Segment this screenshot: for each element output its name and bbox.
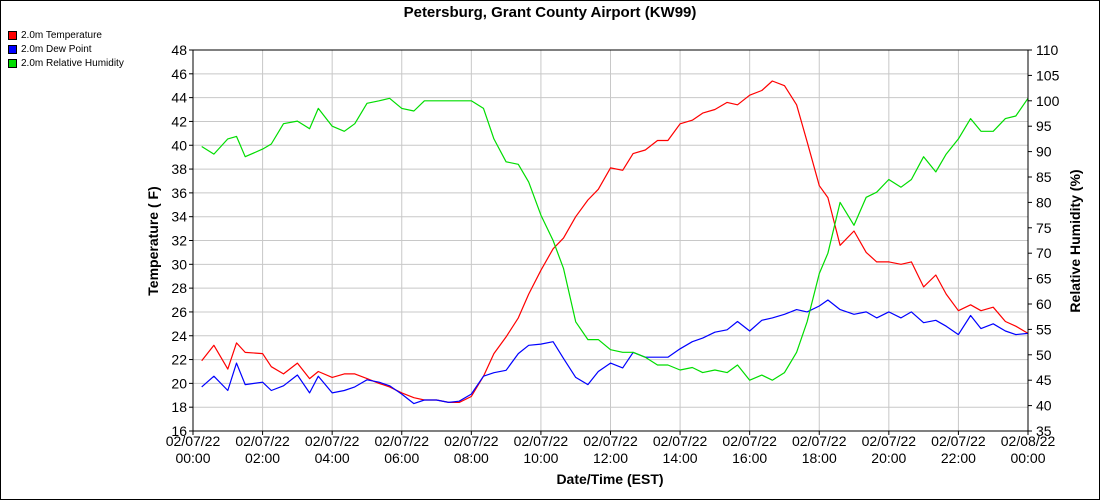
legend-label-temperature: 2.0m Temperature [21, 29, 102, 41]
x-tick-time: 06:00 [384, 450, 419, 466]
x-tick-date: 02/07/22 [305, 433, 360, 449]
x-tick-date: 02/07/22 [444, 433, 499, 449]
left-tick-label: 34 [171, 209, 187, 225]
x-tick-date: 02/07/22 [166, 433, 221, 449]
right-tick-label: 45 [1036, 372, 1052, 388]
right-tick-label: 80 [1036, 194, 1052, 210]
right-axis: 35 40 45 50 55 60 65 70 75 80 85 90 95 100 105 110 [1028, 42, 1060, 439]
left-tick-label: 38 [171, 161, 187, 177]
right-tick-label: 70 [1036, 245, 1052, 261]
x-tick-time: 00:00 [175, 450, 210, 466]
x-tick-time: 14:00 [663, 450, 698, 466]
x-axis: 02/07/2200:0002/07/2202:0002/07/2204:000… [166, 431, 1056, 466]
right-tick-label: 95 [1036, 118, 1052, 134]
left-tick-label: 18 [171, 399, 187, 415]
x-tick-date: 02/07/22 [514, 433, 569, 449]
legend-swatch-relative-humidity [8, 58, 17, 68]
legend-item-dew-point: 2.0m Dew Point [8, 42, 124, 56]
right-tick-label: 90 [1036, 144, 1052, 160]
chart-title: Petersburg, Grant County Airport (KW99) [403, 4, 697, 21]
right-tick-label: 75 [1036, 220, 1052, 236]
series-lines [201, 80, 1029, 405]
x-tick-time: 22:00 [941, 450, 976, 466]
right-tick-label: 110 [1036, 42, 1059, 58]
y-axis-title-right: Relative Humidity (%) [1067, 169, 1083, 312]
left-tick-label: 48 [171, 42, 187, 58]
left-tick-label: 44 [171, 90, 187, 106]
left-tick-label: 36 [171, 185, 187, 201]
x-tick-time: 00:00 [1010, 450, 1045, 466]
left-tick-label: 30 [171, 256, 187, 272]
left-tick-label: 20 [171, 375, 187, 391]
left-tick-label: 24 [171, 328, 187, 344]
x-tick-date: 02/07/22 [931, 433, 986, 449]
x-axis-title: Date/Time (EST) [556, 471, 663, 487]
left-tick-label: 42 [171, 113, 187, 129]
x-tick-date: 02/07/22 [862, 433, 917, 449]
right-tick-label: 85 [1036, 169, 1052, 185]
x-tick-time: 20:00 [871, 450, 906, 466]
right-tick-label: 105 [1036, 67, 1060, 83]
x-tick-time: 18:00 [802, 450, 837, 466]
y-axis-title-left: Temperature ( F) [145, 186, 161, 295]
series-line-temperature [201, 80, 1029, 403]
x-tick-date: 02/07/22 [722, 433, 777, 449]
x-tick-date: 02/07/22 [583, 433, 638, 449]
x-tick-date: 02/08/22 [1001, 433, 1056, 449]
x-tick-time: 02:00 [245, 450, 280, 466]
left-tick-label: 26 [171, 304, 187, 320]
x-tick-date: 02/07/22 [653, 433, 708, 449]
legend-item-temperature: 2.0m Temperature [8, 28, 124, 42]
x-tick-time: 10:00 [523, 450, 558, 466]
left-tick-label: 16 [171, 423, 187, 439]
left-tick-label: 40 [171, 137, 187, 153]
left-tick-label: 22 [171, 352, 187, 368]
legend-swatch-dew-point [8, 44, 17, 54]
x-tick-time: 04:00 [315, 450, 350, 466]
x-tick-time: 12:00 [593, 450, 628, 466]
legend-swatch-temperature [8, 30, 17, 40]
left-tick-label: 46 [171, 66, 187, 82]
right-tick-label: 100 [1036, 93, 1060, 109]
series-line-dew-point [201, 299, 1029, 405]
x-tick-time: 16:00 [732, 450, 767, 466]
legend-label-dew-point: 2.0m Dew Point [21, 43, 92, 55]
x-tick-date: 02/07/22 [375, 433, 430, 449]
legend-label-relative-humidity: 2.0m Relative Humidity [21, 57, 124, 69]
right-tick-label: 65 [1036, 271, 1052, 287]
left-tick-label: 32 [171, 233, 187, 249]
legend: 2.0m Temperature 2.0m Dew Point 2.0m Rel… [8, 28, 124, 70]
right-tick-label: 35 [1036, 423, 1052, 439]
left-axis: 16 18 20 22 24 26 28 30 32 34 36 38 40 42 44 46 48 [171, 42, 193, 439]
grid [193, 50, 1028, 431]
x-tick-date: 02/07/22 [792, 433, 847, 449]
right-tick-label: 50 [1036, 347, 1052, 363]
series-line-relative-humidity [201, 97, 1029, 381]
x-tick-date: 02/07/22 [235, 433, 290, 449]
right-tick-label: 60 [1036, 296, 1052, 312]
left-tick-label: 28 [171, 280, 187, 296]
right-tick-label: 55 [1036, 321, 1052, 337]
right-tick-label: 40 [1036, 398, 1052, 414]
legend-item-relative-humidity: 2.0m Relative Humidity [8, 56, 124, 70]
x-tick-time: 08:00 [454, 450, 489, 466]
